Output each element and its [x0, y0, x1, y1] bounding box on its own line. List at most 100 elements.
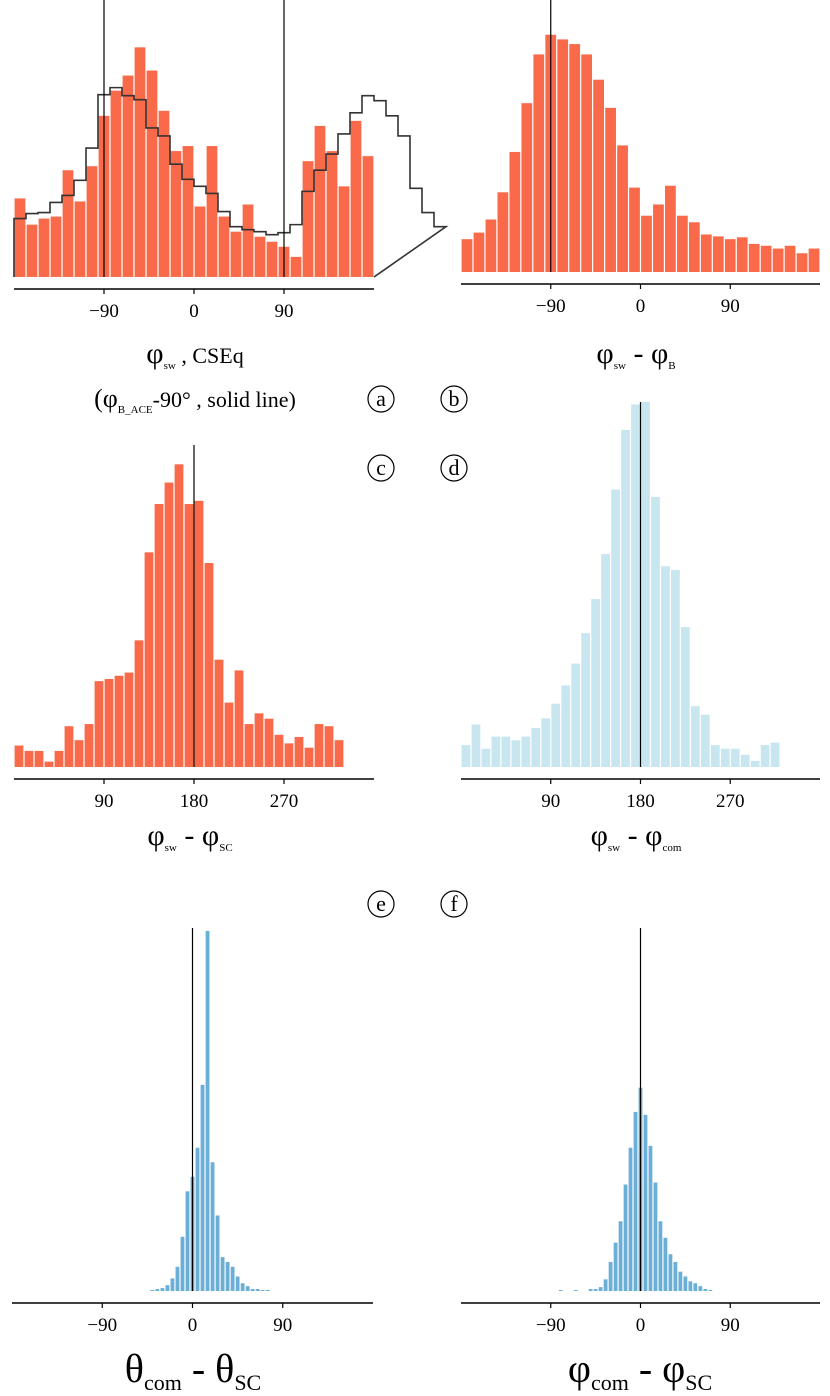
bar-d-2: [481, 748, 491, 767]
bar-f-19: [673, 1261, 678, 1291]
bar-c-20: [214, 659, 224, 767]
svg-text:b: b: [449, 386, 460, 411]
bar-d-5: [511, 740, 521, 767]
panel-d: 90 180 270: [461, 402, 820, 812]
bar-c-24: [254, 713, 264, 767]
bar-f-25: [703, 1289, 708, 1291]
bar-b-23: [736, 237, 748, 272]
bar-b-27: [784, 245, 796, 272]
panel-letter-d: d: [440, 454, 468, 482]
bar-a-4: [62, 170, 74, 277]
bar-f-16: [658, 1221, 663, 1291]
bar-d-8: [541, 718, 551, 767]
bar-e-17: [235, 1276, 240, 1291]
bar-d-31: [770, 742, 780, 767]
bar-c-30: [314, 724, 324, 767]
bar-e-6: [180, 1236, 185, 1291]
bar-e-21: [255, 1289, 260, 1291]
bar-b-24: [748, 243, 760, 272]
bar-f-1: [573, 1290, 578, 1291]
bar-d-26: [720, 748, 730, 767]
bar-b-19: [688, 222, 700, 272]
xtick-label-c-1: 180: [180, 791, 209, 812]
bar-e-15: [225, 1261, 230, 1291]
bar-e-13: [215, 1215, 220, 1291]
bar-c-31: [324, 726, 334, 767]
bar-f-26: [708, 1290, 713, 1291]
bar-a-3: [50, 216, 62, 277]
bar-a-29: [362, 156, 374, 277]
bar-c-2: [34, 750, 44, 767]
bar-e-12: [210, 1162, 215, 1291]
bar-f-6: [608, 1261, 613, 1291]
bar-a-26: [326, 151, 338, 277]
bar-b-22: [724, 239, 736, 272]
svg-text:a: a: [376, 386, 386, 411]
bar-e-7: [185, 1191, 190, 1291]
xtick-label-d-0: 90: [541, 791, 560, 812]
bar-f-2: [588, 1289, 593, 1291]
bar-d-27: [730, 748, 740, 767]
xtick-label-a-2: 90: [275, 301, 294, 322]
bar-c-4: [54, 750, 64, 767]
bar-b-0: [461, 239, 473, 272]
bar-c-29: [304, 747, 314, 767]
svg-text:d: d: [449, 455, 460, 480]
bar-b-29: [808, 248, 820, 272]
xtick-label-d-2: 270: [716, 791, 745, 812]
bar-d-18: [641, 402, 650, 767]
bar-b-13: [617, 145, 628, 272]
panel-letter-c: c: [367, 454, 395, 482]
bar-d-20: [661, 566, 670, 767]
bar-e-0: [150, 1290, 155, 1291]
bar-b-4: [509, 151, 521, 272]
bar-f-14: [648, 1145, 653, 1291]
panel-letter-a: a: [367, 385, 395, 413]
bar-d-11: [571, 663, 581, 767]
xtick-label-f-1: 0: [636, 1315, 646, 1336]
bar-d-0: [461, 745, 471, 767]
bar-b-20: [700, 234, 712, 272]
xlabel-e: θcom - θSC: [125, 1346, 261, 1395]
bar-b-18: [677, 215, 688, 272]
xtick-label-f-2: 90: [721, 1315, 740, 1336]
bar-c-26: [274, 734, 284, 767]
bar-b-17: [665, 185, 676, 272]
xlabel-a-line2: (φB_ACE-90° , solid line): [94, 384, 296, 416]
outline-histogram-a: [13, 86, 449, 278]
bar-a-18: [230, 231, 242, 277]
bar-d-13: [591, 599, 601, 767]
bar-d-24: [700, 714, 710, 767]
bar-c-22: [234, 670, 244, 767]
bar-e-10: [200, 1084, 205, 1291]
bar-c-0: [14, 745, 24, 767]
bar-a-21: [266, 241, 278, 277]
xlabel-a: φsw , CSEq: [146, 337, 243, 372]
bar-a-28: [350, 120, 362, 278]
bar-d-30: [760, 745, 770, 767]
bar-a-6: [86, 166, 98, 277]
bar-d-17: [631, 404, 640, 767]
bar-a-19: [242, 204, 254, 277]
bar-d-3: [491, 736, 501, 767]
xtick-label-b-2: 90: [721, 296, 740, 317]
bar-e-19: [245, 1286, 250, 1291]
panel-letter-e: e: [367, 890, 395, 918]
bar-a-11: [146, 70, 158, 277]
bar-b-2: [485, 219, 497, 272]
bar-c-6: [74, 740, 84, 767]
bar-b-5: [521, 103, 533, 272]
bar-a-10: [134, 47, 146, 278]
bar-c-8: [94, 681, 104, 767]
svg-text:f: f: [450, 891, 458, 916]
svg-text:e: e: [376, 891, 386, 916]
bar-f-13: [643, 1114, 648, 1291]
bar-f-11: [633, 1111, 638, 1291]
svg-text:c: c: [376, 455, 386, 480]
bar-c-28: [294, 736, 304, 767]
bar-e-20: [250, 1289, 255, 1291]
bar-f-8: [618, 1221, 623, 1291]
bar-b-11: [593, 79, 604, 272]
bar-c-10: [114, 675, 124, 767]
bar-c-17: [184, 504, 194, 767]
